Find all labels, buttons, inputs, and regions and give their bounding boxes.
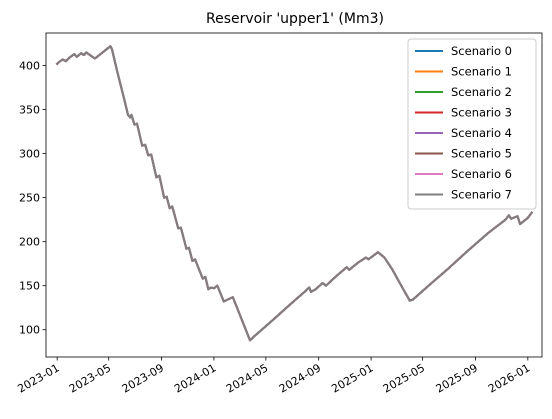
series-layer — [55, 45, 534, 342]
legend-label-scenario-2: Scenario 2 — [451, 85, 512, 99]
x-tick-label: 2025-05 — [381, 361, 427, 395]
y-tick-label: 150 — [19, 280, 40, 293]
chart-title: Reservoir 'upper1' (Mm3) — [206, 11, 384, 27]
axes-frame — [45, 32, 543, 358]
x-tick-label: 2024-09 — [277, 361, 323, 395]
legend-label-scenario-4: Scenario 4 — [451, 126, 512, 140]
x-tick-label: 2023-05 — [67, 361, 113, 395]
legend-label-scenario-3: Scenario 3 — [451, 106, 512, 120]
x-tick-label: 2026-01 — [486, 361, 532, 395]
x-tick-label: 2023-01 — [15, 361, 61, 395]
y-tick-label: 100 — [19, 324, 40, 337]
legend-label-scenario-7: Scenario 7 — [451, 188, 512, 202]
x-tick-label: 2025-09 — [434, 361, 480, 395]
series-line-scenario-7 — [55, 45, 534, 342]
y-tick-label: 200 — [19, 236, 40, 249]
x-tick-label: 2024-05 — [224, 361, 270, 395]
legend-label-scenario-5: Scenario 5 — [451, 147, 512, 161]
x-tick-label: 2024-01 — [172, 361, 218, 395]
legend-label-scenario-0: Scenario 0 — [451, 44, 512, 58]
y-tick-label: 350 — [19, 104, 40, 117]
legend-box — [407, 38, 537, 210]
y-tick-label: 250 — [19, 192, 40, 205]
legend-label-scenario-6: Scenario 6 — [451, 167, 512, 181]
legend: Scenario 0 Scenario 1 Scenario 2 Scenario 3… — [407, 38, 537, 210]
x-tick-label: 2025-01 — [329, 361, 375, 395]
legend-label-scenario-1: Scenario 1 — [451, 65, 512, 79]
y-tick-label: 300 — [19, 148, 40, 161]
x-tick-label: 2023-09 — [120, 361, 166, 395]
y-tick-label: 400 — [19, 60, 40, 73]
